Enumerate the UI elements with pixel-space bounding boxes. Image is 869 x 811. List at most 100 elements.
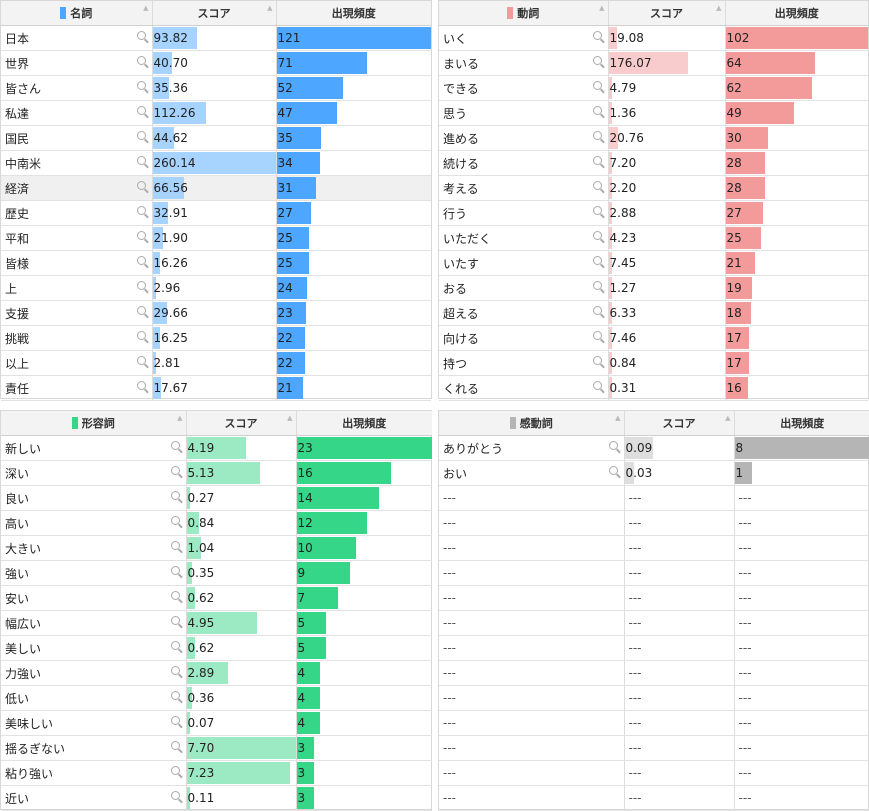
word-cell[interactable]: 挑戦 [1,326,152,351]
word-cell[interactable]: 美味しい [1,711,186,736]
noun-score-header[interactable]: スコア▲ [152,1,276,26]
word-cell[interactable]: 向ける [439,326,608,351]
search-icon[interactable] [137,331,146,340]
word-cell[interactable]: 深い [1,461,186,486]
word-cell[interactable]: 揺るぎない [1,736,186,761]
word-cell[interactable]: 世界 [1,51,152,76]
word-cell[interactable]: 皆さん [1,76,152,101]
word-cell[interactable]: 国民 [1,126,152,151]
search-icon[interactable] [593,181,602,190]
search-icon[interactable] [171,441,180,450]
word-cell[interactable]: 安い [1,586,186,611]
word-cell[interactable]: 良い [1,486,186,511]
search-icon[interactable] [593,356,602,365]
verb-freq-header[interactable]: 出現頻度 [725,1,868,26]
word-cell[interactable]: 行う [439,201,608,226]
search-icon[interactable] [137,181,146,190]
search-icon[interactable] [137,156,146,165]
word-cell[interactable]: 超える [439,301,608,326]
search-icon[interactable] [171,666,180,675]
word-cell[interactable]: 新しい [1,436,186,461]
search-icon[interactable] [137,56,146,65]
search-icon[interactable] [593,156,602,165]
word-cell[interactable]: ありがとう [439,436,624,461]
word-cell[interactable]: 皆様 [1,251,152,276]
word-cell[interactable]: 考える [439,176,608,201]
word-cell[interactable]: 高い [1,511,186,536]
search-icon[interactable] [137,356,146,365]
search-icon[interactable] [171,466,180,475]
word-cell[interactable]: 低い [1,686,186,711]
word-cell[interactable]: 進める [439,126,608,151]
search-icon[interactable] [593,231,602,240]
search-icon[interactable] [593,106,602,115]
word-cell[interactable]: 以上 [1,351,152,376]
search-icon[interactable] [593,81,602,90]
search-icon[interactable] [137,256,146,265]
search-icon[interactable] [593,131,602,140]
noun-freq-header[interactable]: 出現頻度 [276,1,431,26]
search-icon[interactable] [593,256,602,265]
word-cell[interactable]: おる [439,276,608,301]
word-cell[interactable]: 歴史 [1,201,152,226]
search-icon[interactable] [171,491,180,500]
word-cell[interactable]: 幅広い [1,611,186,636]
verb-score-header[interactable]: スコア▲ [608,1,725,26]
word-cell[interactable]: 思う [439,101,608,126]
word-cell[interactable]: 日本 [1,26,152,51]
verb-word-header[interactable]: 動詞▲ [439,1,608,26]
search-icon[interactable] [137,131,146,140]
word-cell[interactable]: 力強い [1,661,186,686]
search-icon[interactable] [171,516,180,525]
search-icon[interactable] [171,741,180,750]
word-cell[interactable]: 上 [1,276,152,301]
word-cell[interactable]: いく [439,26,608,51]
word-cell[interactable]: 支援 [1,301,152,326]
word-cell[interactable]: くれる [439,376,608,401]
word-cell[interactable]: 中南米 [1,151,152,176]
search-icon[interactable] [171,791,180,800]
search-icon[interactable] [137,381,146,390]
search-icon[interactable] [593,56,602,65]
word-cell[interactable]: 続ける [439,151,608,176]
search-icon[interactable] [171,641,180,650]
word-cell[interactable]: 強い [1,561,186,586]
search-icon[interactable] [593,281,602,290]
search-icon[interactable] [171,566,180,575]
